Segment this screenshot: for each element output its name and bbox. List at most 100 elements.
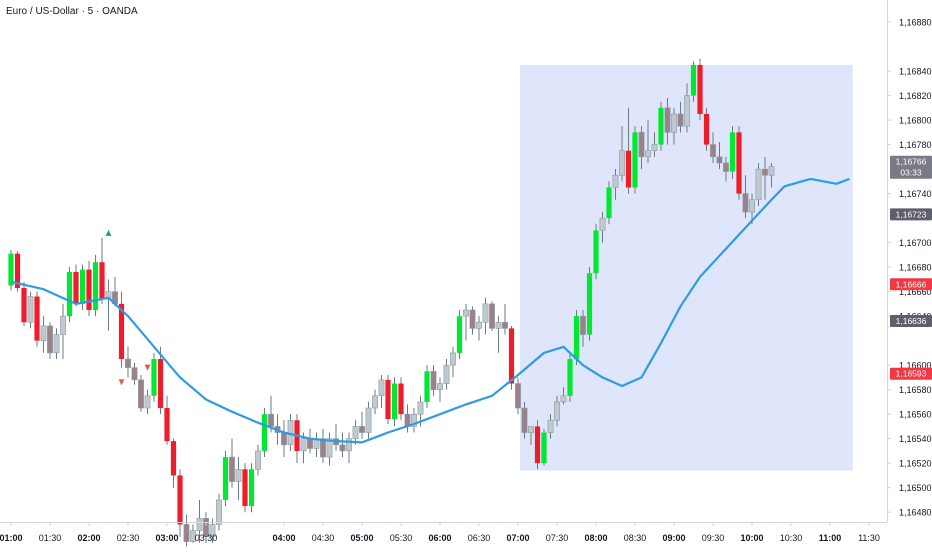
candle[interactable]	[365, 401, 372, 439]
candle[interactable]	[684, 83, 690, 133]
candle[interactable]	[476, 316, 482, 341]
candle[interactable]	[177, 469, 183, 537]
candle[interactable]	[625, 107, 632, 194]
candle[interactable]	[541, 428, 547, 466]
candle[interactable]	[502, 303, 508, 335]
candle[interactable]	[580, 310, 586, 347]
candle[interactable]	[346, 432, 352, 464]
candle[interactable]	[92, 254, 99, 317]
candle[interactable]	[424, 365, 430, 409]
candle[interactable]	[34, 291, 40, 347]
candle[interactable]	[593, 224, 599, 280]
candle[interactable]	[430, 365, 437, 396]
candle[interactable]	[164, 395, 170, 445]
candle[interactable]	[463, 303, 469, 341]
candle[interactable]	[456, 310, 463, 360]
candle[interactable]	[762, 156, 768, 200]
candle[interactable]	[560, 387, 567, 405]
candle[interactable]	[619, 126, 625, 182]
candle[interactable]	[450, 346, 456, 378]
candle[interactable]	[21, 281, 27, 326]
candle[interactable]	[86, 261, 92, 317]
candle[interactable]	[203, 512, 209, 543]
candle[interactable]	[443, 359, 450, 390]
candle[interactable]	[222, 450, 229, 507]
candle[interactable]	[742, 175, 749, 219]
candle[interactable]	[372, 389, 378, 415]
candle[interactable]	[125, 346, 131, 378]
candle[interactable]	[131, 362, 138, 385]
candle[interactable]	[385, 374, 391, 424]
candle[interactable]	[190, 524, 196, 543]
candle[interactable]	[261, 408, 268, 458]
candle[interactable]	[235, 457, 242, 500]
candle[interactable]	[391, 377, 398, 427]
candle[interactable]	[567, 352, 573, 402]
candle[interactable]	[677, 101, 684, 133]
candle[interactable]	[703, 107, 710, 151]
candle[interactable]	[40, 316, 47, 353]
candle[interactable]	[573, 310, 580, 366]
candle[interactable]	[73, 264, 79, 307]
candle[interactable]	[47, 322, 53, 360]
candle[interactable]	[8, 249, 14, 291]
candle[interactable]	[118, 291, 125, 368]
candle[interactable]	[339, 432, 346, 458]
candle[interactable]	[99, 237, 105, 304]
candle[interactable]	[606, 181, 612, 225]
candle[interactable]	[216, 493, 222, 531]
candle[interactable]	[482, 297, 489, 335]
candle[interactable]	[378, 374, 385, 409]
candle[interactable]	[547, 414, 554, 439]
candle[interactable]	[359, 411, 365, 439]
candle[interactable]	[755, 162, 762, 206]
candle[interactable]	[645, 120, 651, 163]
candle[interactable]	[229, 438, 235, 488]
candle[interactable]	[586, 267, 593, 341]
candle[interactable]	[489, 301, 495, 331]
candle[interactable]	[242, 463, 248, 513]
candle[interactable]	[352, 420, 359, 445]
candle[interactable]	[151, 352, 157, 402]
candle[interactable]	[398, 377, 404, 421]
candle[interactable]	[651, 132, 658, 157]
candle[interactable]	[320, 428, 326, 464]
candle[interactable]	[710, 132, 716, 163]
candle[interactable]	[554, 395, 560, 427]
candle[interactable]	[671, 107, 677, 145]
candle[interactable]	[268, 395, 274, 433]
candle[interactable]	[612, 169, 619, 200]
candle[interactable]	[138, 374, 144, 412]
candle[interactable]	[716, 142, 723, 170]
candle[interactable]	[638, 126, 645, 170]
candle[interactable]	[632, 126, 638, 194]
candle[interactable]	[534, 420, 541, 470]
candle[interactable]	[157, 346, 164, 415]
candle[interactable]	[599, 211, 606, 243]
candle[interactable]	[196, 499, 203, 543]
candle[interactable]	[515, 377, 521, 415]
candle[interactable]	[521, 401, 528, 439]
candle[interactable]	[495, 316, 502, 353]
candle[interactable]	[60, 303, 66, 360]
candle[interactable]	[144, 389, 151, 415]
candle[interactable]	[170, 438, 177, 488]
candle[interactable]	[768, 162, 775, 188]
candle[interactable]	[255, 444, 261, 476]
candle[interactable]	[248, 463, 255, 513]
candle[interactable]	[411, 408, 417, 433]
candle[interactable]	[66, 267, 73, 323]
candle[interactable]	[690, 61, 697, 102]
candle[interactable]	[664, 98, 671, 145]
candle[interactable]	[27, 291, 34, 329]
candle[interactable]	[697, 58, 703, 121]
candle[interactable]	[658, 101, 664, 151]
candle[interactable]	[469, 306, 476, 335]
candle[interactable]	[437, 377, 443, 402]
candle[interactable]	[723, 156, 729, 182]
candle[interactable]	[14, 251, 21, 292]
candle[interactable]	[183, 514, 190, 547]
candle[interactable]	[53, 328, 60, 360]
